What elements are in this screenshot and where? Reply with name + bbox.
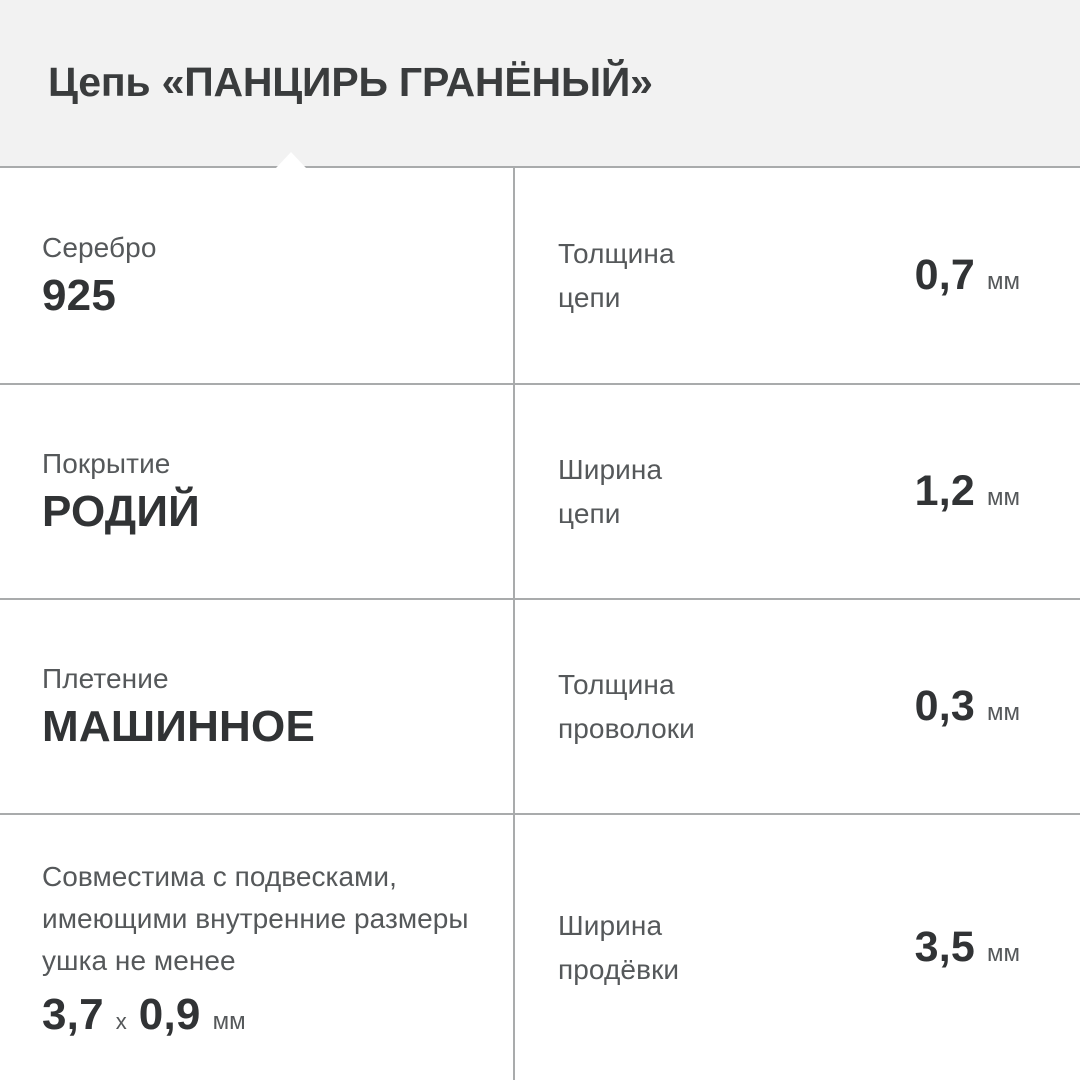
spec-cell-compatibility: Совместима с подвесками, имеющими внутре… bbox=[0, 815, 515, 1080]
dimension-number: 0,7 bbox=[914, 251, 975, 299]
compatibility-separator: х bbox=[115, 1008, 127, 1034]
spec-value: МАШИННОЕ bbox=[42, 701, 315, 751]
dimension-unit: мм bbox=[987, 268, 1020, 295]
page-title: Цепь «ПАНЦИРЬ ГРАНЁНЫЙ» bbox=[48, 59, 653, 106]
compatibility-height: 0,9 bbox=[138, 989, 201, 1039]
dimension-label: Толщина проволоки bbox=[558, 669, 695, 744]
card-header: Цепь «ПАНЦИРЬ ГРАНЁНЫЙ» bbox=[0, 0, 1080, 168]
spec-cell-material: Серебро 925 bbox=[0, 168, 515, 383]
dimension-unit: мм bbox=[987, 940, 1020, 967]
dimension-value-group: 3,5 мм bbox=[915, 923, 1020, 972]
dimension-number: 1,2 bbox=[914, 467, 975, 515]
dimension-label: Толщина цепи bbox=[558, 238, 675, 313]
spec-row: Покрытие РОДИЙ Ширина цепи 1,2 мм bbox=[0, 385, 1080, 600]
spec-row: Серебро 925 Толщина цепи 0,7 мм bbox=[0, 168, 1080, 385]
dimension-unit: мм bbox=[987, 699, 1020, 726]
spec-cell-plating: Покрытие РОДИЙ bbox=[0, 385, 515, 598]
spec-cell-weave: Плетение МАШИННОЕ bbox=[0, 600, 515, 813]
dimension-cell-threading-width: Ширина продёвки 3,5 мм bbox=[515, 815, 1080, 1080]
compatibility-text: Совместима с подвесками, имеющими внутре… bbox=[42, 860, 469, 976]
spec-row: Плетение МАШИННОЕ Толщина проволоки 0,3 … bbox=[0, 600, 1080, 815]
dimension-label: Ширина цепи bbox=[558, 454, 663, 529]
dimension-value-group: 0,7 мм bbox=[915, 251, 1020, 300]
dimension-cell-chain-thickness: Толщина цепи 0,7 мм bbox=[515, 168, 1080, 383]
compatibility-width: 3,7 bbox=[42, 989, 104, 1039]
compatibility-unit: мм bbox=[212, 1007, 246, 1035]
dimension-value-group: 0,3 мм bbox=[915, 682, 1020, 731]
spec-value: РОДИЙ bbox=[42, 486, 201, 536]
dimension-number: 0,3 bbox=[914, 682, 975, 730]
spec-label: Покрытие bbox=[42, 447, 171, 479]
dimension-cell-wire-thickness: Толщина проволоки 0,3 мм bbox=[515, 600, 1080, 813]
dimension-unit: мм bbox=[987, 484, 1020, 511]
spec-label: Плетение bbox=[42, 662, 169, 694]
compatibility-dimensions: 3,7 х 0,9 мм bbox=[42, 990, 479, 1040]
spec-row: Совместима с подвесками, имеющими внутре… bbox=[0, 815, 1080, 1080]
dimension-cell-chain-width: Ширина цепи 1,2 мм bbox=[515, 385, 1080, 598]
dimension-label: Ширина продёвки bbox=[558, 910, 680, 985]
spec-grid: Серебро 925 Толщина цепи 0,7 мм Покрытие… bbox=[0, 168, 1080, 1080]
dimension-value-group: 1,2 мм bbox=[915, 467, 1020, 516]
spec-label: Серебро bbox=[42, 231, 157, 263]
header-arrow-icon bbox=[276, 152, 306, 168]
dimension-number: 3,5 bbox=[914, 923, 975, 971]
spec-value: 925 bbox=[42, 270, 117, 320]
